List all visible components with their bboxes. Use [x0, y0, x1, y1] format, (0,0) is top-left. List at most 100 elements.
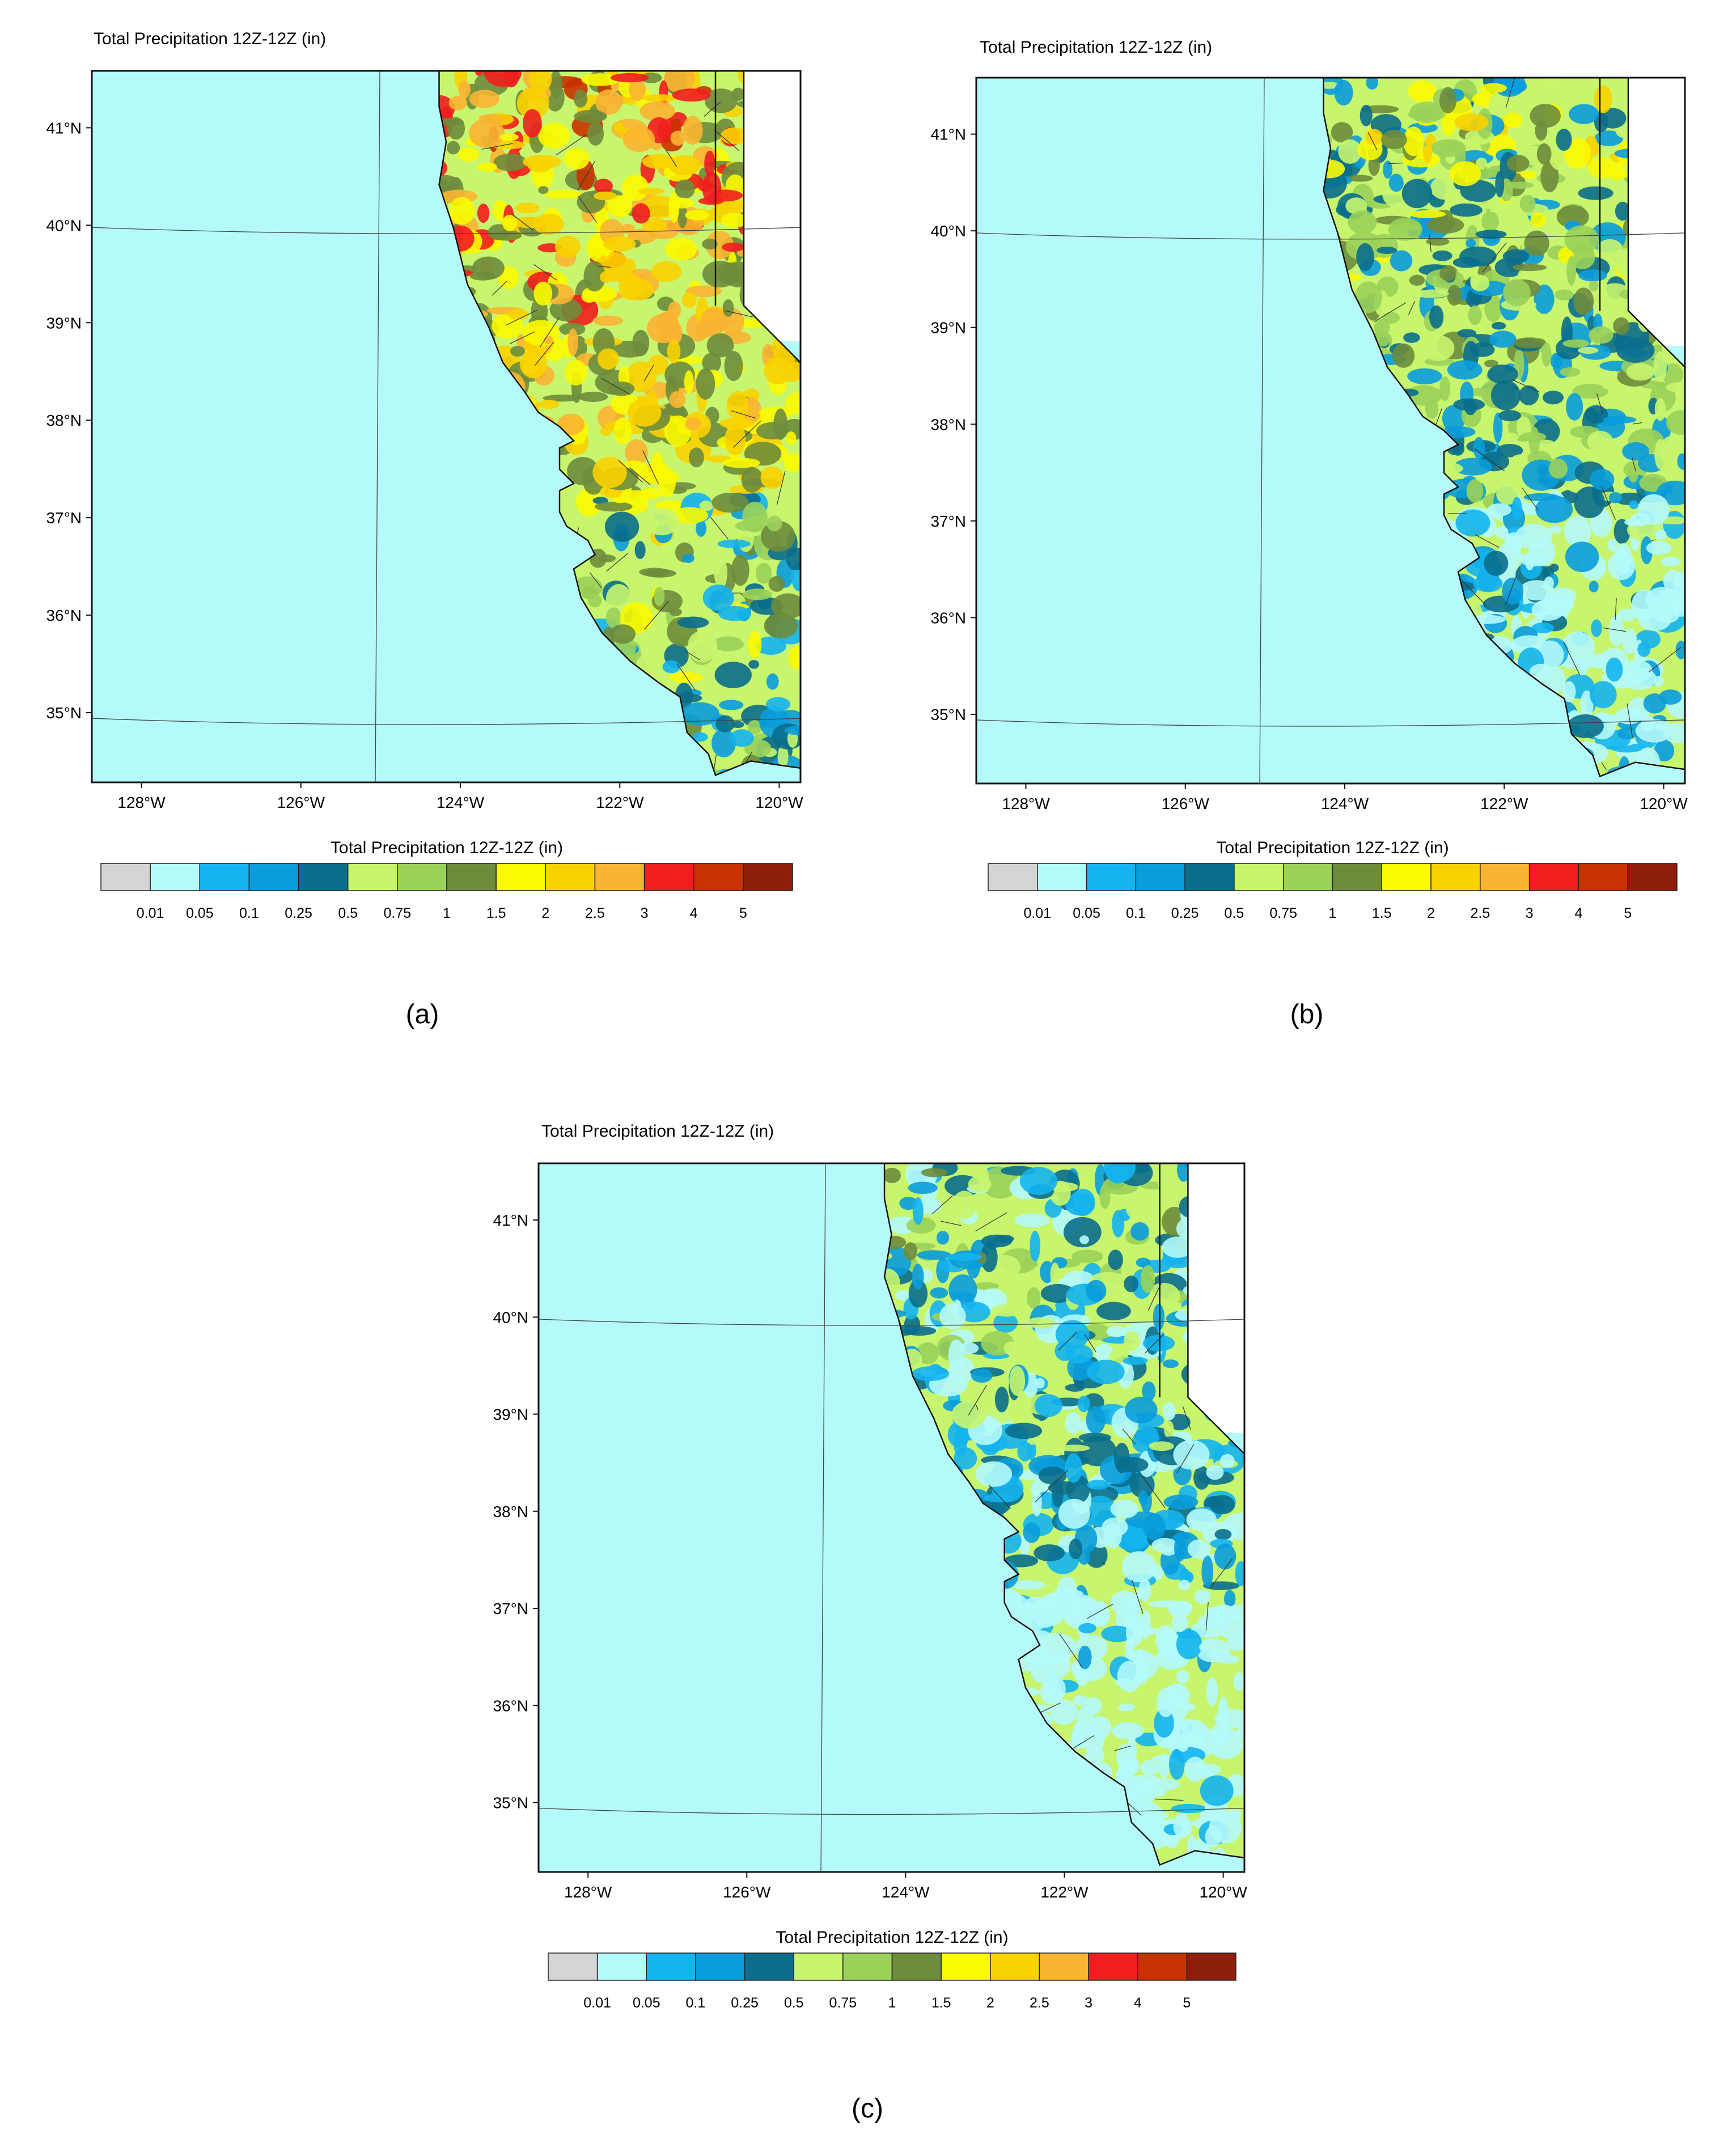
lat-tick-label: 36°N — [493, 1697, 528, 1714]
colorbar-swatch — [988, 863, 1038, 891]
colorbar-swatch — [1627, 863, 1678, 891]
lon-tick-label: 122°W — [1480, 795, 1528, 812]
panel-title: Total Precipitation 12Z-12Z (in) — [94, 29, 326, 48]
colorbar-swatch — [1135, 863, 1185, 891]
colorbar-swatch — [1184, 863, 1235, 891]
map-axes: 41°N 40°N 39°N 38°N 37°N 36°N 35°N 128°W 126°W 12… — [493, 1212, 1247, 1901]
graticule — [976, 78, 1685, 783]
precipitation-map — [975, 77, 1686, 785]
colorbar-swatch — [1137, 1952, 1188, 1981]
lon-tick-label: 120°W — [1199, 1883, 1247, 1901]
colorbar-swatch — [1086, 863, 1137, 891]
colorbar-tick-label: 0.75 — [1269, 905, 1297, 921]
colorbar-tick-label: 0.05 — [633, 1995, 660, 2011]
panel-c: Total Precipitation 12Z-12Z (in) 41°N 40°… — [493, 1122, 1247, 2124]
colorbar-tick-label: 0.5 — [784, 1995, 804, 2011]
lat-tick-label: 39°N — [46, 314, 82, 332]
colorbar-swatch — [596, 1952, 647, 1981]
lon-tick-label: 122°W — [1040, 1883, 1089, 1901]
colorbar-swatch — [941, 1952, 991, 1981]
lon-tick-label: 128°W — [117, 794, 166, 811]
colorbar-swatch — [1234, 863, 1284, 891]
colorbar-swatch — [545, 863, 596, 891]
colorbar-tick-label: 4 — [1574, 905, 1582, 921]
colorbar-swatch — [1088, 1952, 1138, 1981]
colorbar-tick-label: 0.75 — [384, 905, 412, 921]
lat-tick-label: 35°N — [46, 704, 82, 722]
colorbar-tick-label: 0.01 — [583, 1995, 611, 2011]
colorbar-swatch — [744, 1952, 794, 1981]
colorbar: 0.01 0.05 0.1 0.25 0.5 0.75 1 1.5 2 2.5 3 4 5 — [548, 1952, 1236, 2011]
lon-tick-label: 120°W — [1640, 795, 1688, 812]
colorbar-tick-label: 0.05 — [186, 905, 214, 921]
colorbar-swatch — [100, 863, 151, 891]
colorbar-title: Total Precipitation 12Z-12Z (in) — [776, 1928, 1008, 1947]
colorbar-swatch — [1039, 1952, 1089, 1981]
graticule — [92, 71, 801, 782]
map-axes: 41°N 40°N 39°N 38°N 37°N 36°N 35°N 128°W 126°W 12… — [46, 119, 803, 811]
map-frame — [91, 70, 802, 783]
lat-tick-label: 41°N — [46, 119, 82, 137]
colorbar-tick-label: 1 — [888, 1995, 896, 2011]
colorbar-tick-label: 5 — [1183, 1995, 1191, 2011]
lat-tick-label: 40°N — [46, 217, 82, 234]
coastline — [1323, 78, 1685, 778]
precipitation-map — [91, 70, 802, 783]
colorbar-tick-label: 0.01 — [137, 905, 164, 921]
lon-tick-label: 126°W — [277, 794, 325, 811]
colorbar-swatch — [1186, 1952, 1236, 1981]
lat-tick-label: 37°N — [493, 1600, 528, 1617]
colorbar-tick-label: 0.1 — [686, 1995, 706, 2011]
colorbar: 0.01 0.05 0.1 0.25 0.5 0.75 1 1.5 2 2.5 3 4 5 — [100, 863, 793, 921]
map-frame — [975, 77, 1686, 785]
colorbar-swatch — [695, 1952, 746, 1981]
lon-tick-label: 128°W — [1002, 795, 1050, 812]
lat-tick-label: 36°N — [46, 607, 82, 624]
panel-title: Total Precipitation 12Z-12Z (in) — [980, 38, 1212, 57]
lat-tick-label: 41°N — [493, 1212, 528, 1229]
colorbar-title: Total Precipitation 12Z-12Z (in) — [1216, 838, 1449, 857]
colorbar-tick-label: 4 — [690, 905, 698, 921]
colorbar-swatch — [1578, 863, 1628, 891]
colorbar-tick-label: 1.5 — [1372, 905, 1392, 921]
colorbar-tick-label: 3 — [1526, 905, 1534, 921]
colorbar: 0.01 0.05 0.1 0.25 0.5 0.75 1 1.5 2 2.5 3 4 5 — [988, 863, 1678, 921]
colorbar-tick-label: 5 — [739, 905, 747, 921]
map-frame — [537, 1162, 1246, 1873]
colorbar-tick-label: 0.05 — [1073, 905, 1100, 921]
colorbar-tick-label: 0.1 — [239, 905, 259, 921]
colorbar-tick-label: 2 — [1427, 905, 1435, 921]
colorbar-swatch — [298, 863, 349, 891]
lon-tick-label: 124°W — [1321, 795, 1369, 812]
colorbar-tick-label: 0.25 — [285, 905, 312, 921]
colorbar-tick-label: 2 — [541, 905, 549, 921]
colorbar-swatch — [1282, 863, 1333, 891]
colorbar-tick-label: 2.5 — [585, 905, 605, 921]
colorbar-tick-label: 3 — [1085, 1995, 1092, 2011]
lon-tick-label: 126°W — [723, 1883, 771, 1901]
colorbar-swatch — [1037, 863, 1087, 891]
colorbar-swatch — [150, 863, 201, 891]
colorbar-tick-label: 0.25 — [731, 1995, 759, 2011]
coastline — [883, 1163, 1244, 1866]
coastline — [438, 71, 801, 777]
colorbar-tick-label: 1.5 — [486, 905, 506, 921]
panel-b: Total Precipitation 12Z-12Z (in) 41°N 40°… — [930, 38, 1688, 1030]
panel-a: Total Precipitation 12Z-12Z (in) 41°N 40°… — [46, 29, 803, 1030]
lat-tick-label: 40°N — [493, 1308, 528, 1326]
colorbar-swatch — [646, 1952, 696, 1981]
colorbar-swatch — [397, 863, 447, 891]
precipitation-map — [537, 1162, 1246, 1873]
lon-tick-label: 126°W — [1162, 795, 1210, 812]
panel-caption: (b) — [1290, 999, 1324, 1030]
lat-tick-label: 38°N — [930, 416, 966, 433]
graticule — [539, 1163, 1244, 1872]
lon-tick-label: 124°W — [882, 1883, 930, 1901]
colorbar-swatch — [1430, 863, 1481, 891]
lat-tick-label: 38°N — [46, 412, 82, 429]
lat-tick-label: 38°N — [493, 1503, 528, 1520]
colorbar-tick-label: 0.75 — [829, 1995, 857, 2011]
colorbar-tick-label: 0.1 — [1126, 905, 1146, 921]
lat-tick-label: 37°N — [46, 509, 82, 527]
colorbar-swatch — [495, 863, 547, 891]
